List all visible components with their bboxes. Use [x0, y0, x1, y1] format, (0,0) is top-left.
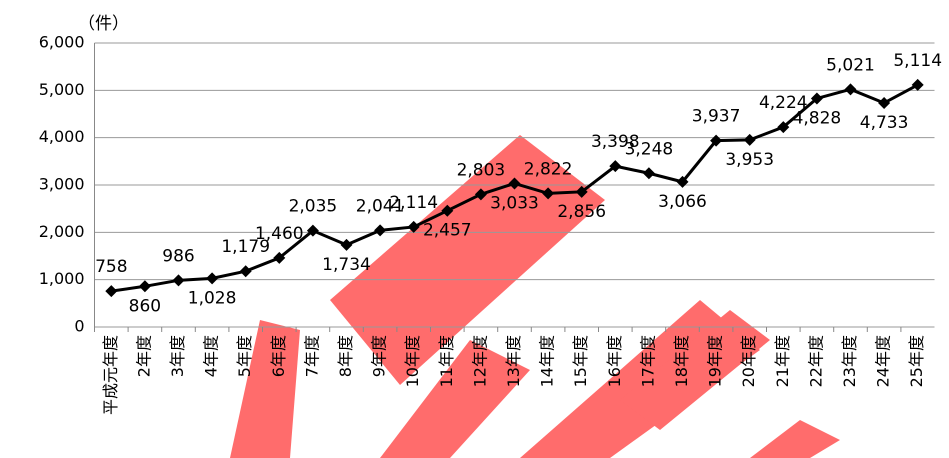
marker — [542, 187, 555, 200]
x-tick-label: 18年度 — [672, 335, 691, 387]
x-tick-label: 2年度 — [134, 335, 153, 377]
x-tick-label: 17年度 — [638, 335, 657, 387]
marker — [777, 121, 790, 134]
marker — [609, 160, 622, 173]
data-label: 3,953 — [725, 150, 774, 170]
y-tick-label: 1,000 — [39, 269, 85, 288]
data-label: 5,021 — [826, 55, 875, 75]
marker — [911, 78, 924, 91]
x-tick-label: 15年度 — [571, 335, 590, 387]
x-tick-label: 25年度 — [907, 335, 926, 387]
x-tick-label: 9年度 — [370, 335, 389, 377]
data-label: 860 — [129, 296, 161, 316]
marker — [441, 204, 454, 217]
y-tick-label: 5,000 — [39, 80, 85, 99]
marker — [239, 265, 252, 278]
marker — [575, 185, 588, 198]
data-label: 1,460 — [255, 224, 304, 244]
data-label: 3,248 — [625, 139, 674, 159]
marker — [306, 224, 319, 237]
marker — [105, 285, 118, 298]
data-label: 2,114 — [389, 193, 438, 213]
y-tick-label: 0 — [74, 317, 84, 336]
marker — [710, 134, 723, 147]
y-tick-label: 2,000 — [39, 222, 85, 241]
data-label: 4,224 — [759, 93, 808, 113]
x-tick-label: 16年度 — [605, 335, 624, 387]
x-tick-label: 7年度 — [302, 335, 321, 377]
marker — [374, 224, 387, 237]
data-label: 3,066 — [658, 192, 707, 212]
x-tick-label: 4年度 — [202, 335, 221, 377]
data-label: 2,035 — [289, 197, 338, 217]
data-label: 4,733 — [860, 113, 909, 133]
marker — [474, 188, 487, 201]
marker — [407, 220, 420, 233]
data-label: 2,803 — [457, 160, 506, 180]
y-tick-label: 4,000 — [39, 127, 85, 146]
x-tick-label: 23年度 — [840, 335, 859, 387]
x-tick-label: 12年度 — [470, 335, 489, 387]
data-label: 2,822 — [524, 159, 573, 179]
data-label: 1,179 — [221, 237, 270, 257]
data-label: 2,856 — [557, 202, 606, 222]
marker — [508, 177, 521, 190]
marker — [642, 167, 655, 180]
data-label: 4,828 — [793, 108, 842, 128]
data-label: 3,937 — [692, 107, 741, 127]
watermark — [230, 135, 840, 458]
data-label: 3,398 — [591, 132, 640, 152]
data-label: 2,457 — [423, 221, 472, 241]
data-label: 2,041 — [356, 196, 405, 216]
marker — [743, 133, 756, 146]
data-label: 5,114 — [893, 51, 942, 71]
x-tick-label: 24年度 — [874, 335, 893, 387]
x-tick-label: 5年度 — [235, 335, 254, 377]
data-label: 3,033 — [490, 193, 539, 213]
y-tick-label: 6,000 — [39, 33, 85, 52]
x-tick-label: 13年度 — [504, 335, 523, 387]
marker — [878, 96, 891, 109]
marker — [676, 175, 689, 188]
x-tick-label: 8年度 — [336, 335, 355, 377]
x-tick-label: 11年度 — [437, 335, 456, 387]
marker — [138, 280, 151, 293]
marker — [273, 251, 286, 264]
x-tick-label: 10年度 — [403, 335, 422, 387]
marker — [340, 238, 353, 251]
marker — [172, 274, 185, 287]
x-tick-label: 21年度 — [773, 335, 792, 387]
data-label: 986 — [162, 246, 194, 266]
x-tick-label: 20年度 — [739, 335, 758, 387]
y-axis-label: （件） — [78, 14, 129, 34]
data-label: 758 — [95, 257, 127, 277]
x-tick-label: 22年度 — [806, 335, 825, 387]
marker — [844, 83, 857, 96]
x-tick-label: 3年度 — [168, 335, 187, 377]
y-tick-label: 3,000 — [39, 175, 85, 194]
x-tick-label: 6年度 — [269, 335, 288, 377]
marker — [810, 92, 823, 105]
x-tick-label: 19年度 — [706, 335, 725, 387]
x-tick-label: 14年度 — [538, 335, 557, 387]
data-label: 1,734 — [322, 255, 371, 275]
data-label: 1,028 — [188, 288, 237, 308]
x-tick-label: 平成元年度 — [101, 335, 120, 415]
marker — [206, 272, 219, 285]
